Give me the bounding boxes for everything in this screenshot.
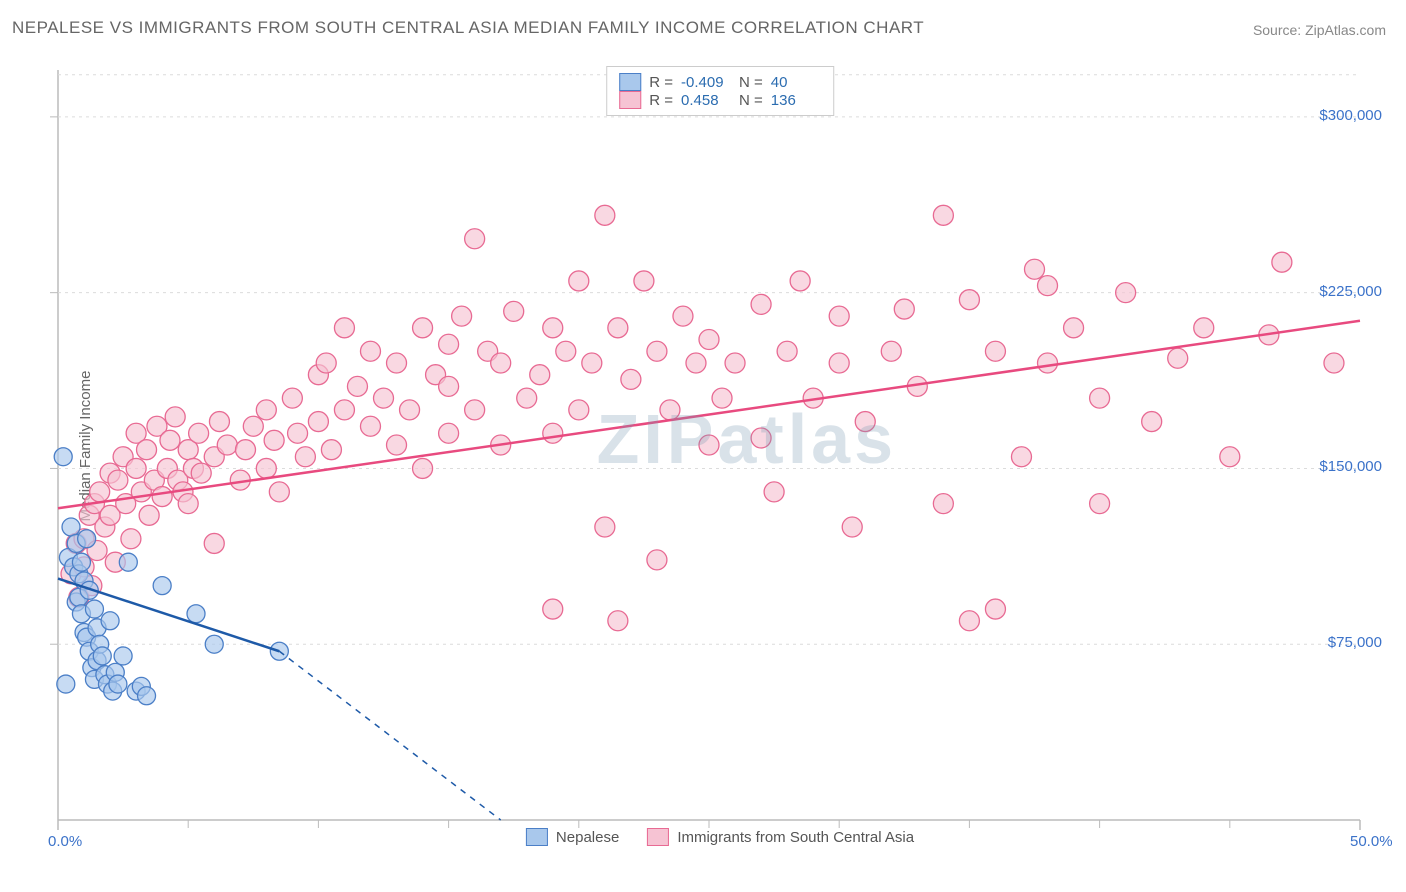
- stat-value-r-0: -0.409: [681, 74, 731, 91]
- x-tick-label: 0.0%: [48, 833, 82, 850]
- stat-label-r: R =: [649, 92, 673, 109]
- legend-swatch-nepalese: [526, 828, 548, 846]
- stat-label-n: N =: [739, 92, 763, 109]
- source-attribution: Source: ZipAtlas.com: [1253, 22, 1386, 38]
- stat-label-r: R =: [649, 74, 673, 91]
- legend-swatch-immigrants: [619, 91, 641, 109]
- legend-label: Nepalese: [556, 829, 619, 846]
- stat-value-r-1: 0.458: [681, 92, 731, 109]
- stat-value-n-0: 40: [771, 74, 821, 91]
- legend-item-immigrants: Immigrants from South Central Asia: [647, 828, 914, 846]
- correlation-legend: R = -0.409 N = 40 R = 0.458 N = 136: [606, 66, 834, 116]
- legend-label: Immigrants from South Central Asia: [677, 829, 914, 846]
- scatter-chart: [50, 60, 1390, 850]
- y-tick-label: $150,000: [1319, 458, 1382, 475]
- stat-label-n: N =: [739, 74, 763, 91]
- x-tick-label: 50.0%: [1350, 833, 1393, 850]
- y-tick-label: $300,000: [1319, 107, 1382, 124]
- y-tick-label: $225,000: [1319, 283, 1382, 300]
- y-tick-label: $75,000: [1328, 634, 1382, 651]
- legend-row-immigrants: R = 0.458 N = 136: [619, 91, 821, 109]
- legend-swatch-nepalese: [619, 73, 641, 91]
- chart-title: NEPALESE VS IMMIGRANTS FROM SOUTH CENTRA…: [12, 18, 924, 38]
- legend-row-nepalese: R = -0.409 N = 40: [619, 73, 821, 91]
- series-legend: Nepalese Immigrants from South Central A…: [526, 828, 914, 846]
- stat-value-n-1: 136: [771, 92, 821, 109]
- legend-swatch-immigrants: [647, 828, 669, 846]
- chart-container: ZIPatlas R = -0.409 N = 40 R = 0.458 N =…: [50, 60, 1390, 850]
- legend-item-nepalese: Nepalese: [526, 828, 619, 846]
